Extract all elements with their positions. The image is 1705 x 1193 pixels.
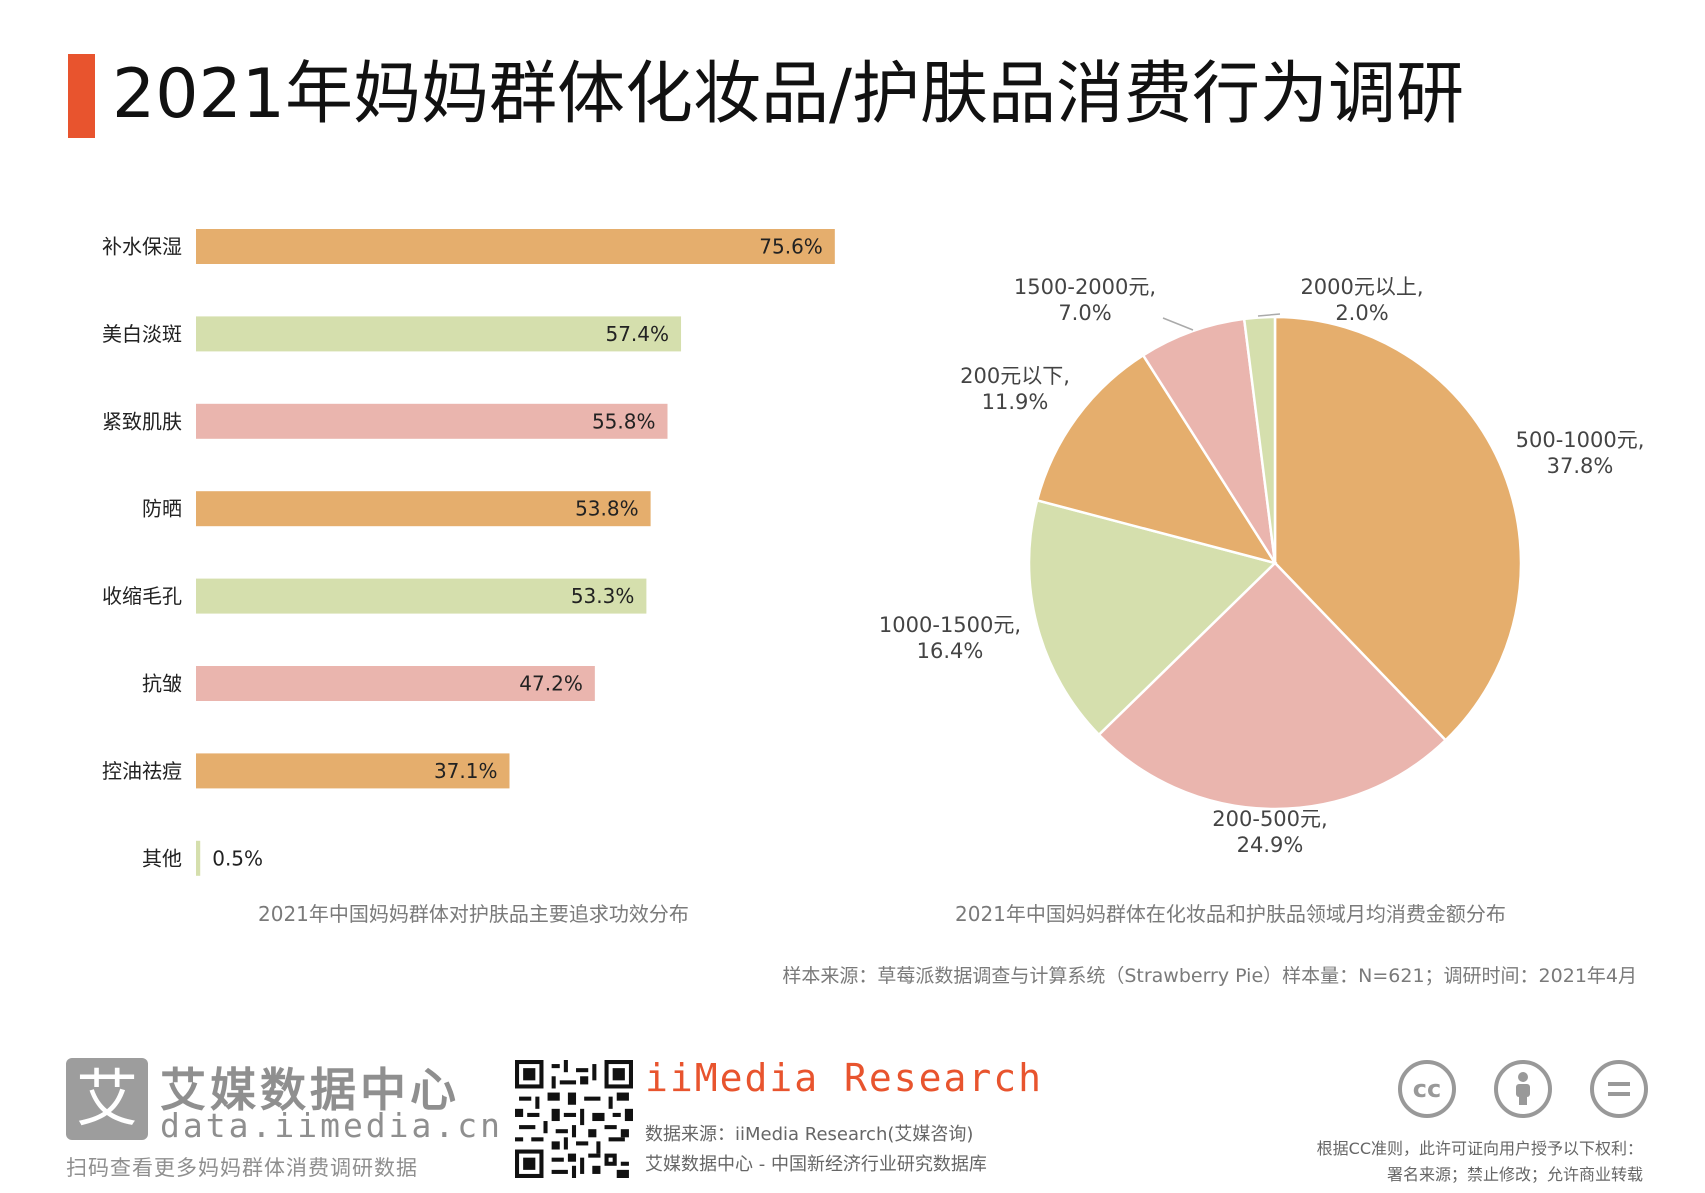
pie-slice — [1141, 317, 1277, 564]
pie-slice — [1242, 315, 1277, 564]
bar-value-label: 55.8% — [592, 409, 656, 433]
pie-slice — [1027, 498, 1278, 737]
bar-category-label: 美白淡斑 — [102, 322, 182, 346]
pie-slice-label: 1500-2000元, — [1014, 275, 1156, 299]
bar — [196, 666, 595, 701]
no-derivatives-equals-icon — [1590, 1060, 1648, 1118]
bar — [196, 403, 668, 439]
bar-category-label: 紧致肌肤 — [102, 409, 182, 433]
bar — [196, 491, 651, 527]
bar — [196, 229, 835, 264]
scan-prompt: 扫码查看更多妈妈群体消费调研数据 — [66, 1156, 418, 1180]
cc-icon: cc — [1398, 1060, 1456, 1118]
bar-value-label: 53.8% — [575, 497, 639, 521]
qr-code-icon — [515, 1060, 633, 1178]
pie-slice — [1097, 561, 1448, 811]
bar-chart: 补水保湿 75.6% 美白淡斑 57.4% 紧致肌肤 55.8% 防晒 53.8% 收缩毛孔 53… — [102, 229, 835, 876]
pie-slice-label: 2000元以上, — [1300, 275, 1423, 299]
bar-category-label: 其他 — [142, 846, 182, 870]
bar-category-label: 补水保湿 — [102, 235, 182, 259]
bar-category-label: 抗皱 — [142, 672, 182, 696]
pie-slice-label: 200元以下, — [960, 364, 1070, 388]
bar — [196, 840, 201, 876]
bar-category-label: 防晒 — [142, 497, 182, 521]
bar-value-label: 0.5% — [212, 846, 263, 870]
iimedia-logo-icon: 艾 — [66, 1058, 148, 1140]
logo-name: 艾媒数据中心 — [160, 1063, 460, 1117]
pie-slice-percent: 11.9% — [982, 390, 1049, 414]
bar-value-label: 57.4% — [605, 322, 669, 346]
source-note: 样本来源：草莓派数据调查与计算系统（Strawberry Pie）样本量：N=6… — [782, 965, 1637, 987]
cc-note-line-2: 署名来源；禁止修改；允许商业转载 — [1386, 1165, 1643, 1184]
bar-value-label: 75.6% — [759, 235, 823, 259]
pie-slice-label: 200-500元, — [1212, 807, 1327, 831]
pie-slice-percent: 24.9% — [1237, 833, 1304, 857]
bar-value-label: 37.1% — [434, 759, 498, 783]
pie-slice — [1035, 353, 1278, 566]
attribution-person-icon — [1494, 1060, 1552, 1118]
bar — [196, 753, 510, 789]
pie-slice-percent: 16.4% — [917, 639, 984, 663]
pie-slice-percent: 37.8% — [1547, 454, 1614, 478]
bar-chart-caption: 2021年中国妈妈群体对护肤品主要追求功效分布 — [258, 902, 689, 926]
brand-name: iiMedia Research — [645, 1056, 1044, 1100]
bar-category-label: 收缩毛孔 — [102, 584, 182, 608]
pie-slice-percent: 7.0% — [1058, 301, 1111, 325]
logo-url: data.iimedia.cn — [160, 1106, 504, 1145]
pie-slice-label: 1000-1500元, — [879, 613, 1021, 637]
pie-leader-line — [1162, 317, 1194, 331]
page-title: 2021年妈妈群体化妆品/护肤品消费行为调研 — [112, 55, 1464, 134]
pie-slice — [1273, 315, 1523, 742]
bar — [196, 578, 647, 614]
brand-source: 数据来源：iiMedia Research(艾媒咨询) — [645, 1124, 974, 1145]
cc-note-line-1: 根据CC准则，此许可证向用户授予以下权利： — [1316, 1139, 1643, 1158]
pie-slice-percent: 2.0% — [1335, 301, 1388, 325]
bar-value-label: 53.3% — [571, 584, 635, 608]
bar-category-label: 控油祛痘 — [102, 759, 182, 783]
pie-slice-label: 500-1000元, — [1516, 428, 1645, 452]
brand-description: 艾媒数据中心 - 中国新经济行业研究数据库 — [645, 1154, 987, 1175]
pie-chart-caption: 2021年中国妈妈群体在化妆品和护肤品领域月均消费金额分布 — [955, 902, 1506, 926]
pie-chart: 500-1000元,37.8% 200-500元,24.9% 1000-1500元,… — [879, 275, 1644, 857]
bar — [196, 316, 682, 352]
pie-leader-line — [1257, 313, 1281, 317]
bar-value-label: 47.2% — [519, 672, 583, 696]
title-accent-bar — [68, 54, 95, 138]
